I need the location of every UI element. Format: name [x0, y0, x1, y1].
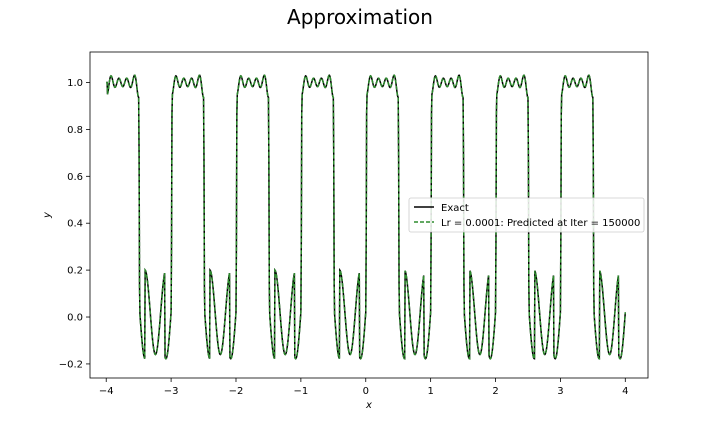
y-axis: −0.2 0.0 0.2 0.4 0.6 0.8 1.0	[59, 78, 90, 370]
plot-area-frame	[89, 51, 649, 379]
x-tick-label: 4	[622, 386, 628, 397]
x-axis-label: x	[365, 400, 372, 411]
y-axis-label: y	[42, 211, 53, 219]
series-line-predicted	[106, 74, 627, 360]
x-axis: −4 −3 −2 −1 0 1 2 3 4	[99, 378, 628, 397]
x-tick-label: 1	[427, 386, 433, 397]
y-tick-label: 0.6	[67, 172, 83, 183]
y-tick-label: −0.2	[59, 359, 83, 370]
y-tick-label: 0.0	[67, 313, 83, 324]
y-tick-label: 0.2	[67, 266, 83, 277]
x-tick-label: −4	[99, 386, 114, 397]
x-tick-label: −3	[164, 386, 179, 397]
y-tick-label: 0.8	[67, 125, 83, 136]
x-tick-label: 2	[492, 386, 498, 397]
y-tick-label: 1.0	[67, 78, 83, 89]
x-tick-label: −1	[293, 386, 308, 397]
y-tick-label: 0.4	[67, 219, 83, 230]
legend-box	[408, 197, 645, 233]
x-tick-label: −2	[229, 386, 244, 397]
chart-title: Approximation	[287, 5, 433, 29]
series-layer	[106, 74, 627, 360]
legend-label-exact: Exact	[441, 203, 469, 214]
x-tick-label: 3	[557, 386, 563, 397]
legend-label-predicted: Lr = 0.0001: Predicted at Iter = 150000	[441, 218, 640, 229]
x-tick-label: 0	[363, 386, 369, 397]
legend: Exact Lr = 0.0001: Predicted at Iter = 1…	[408, 197, 645, 233]
